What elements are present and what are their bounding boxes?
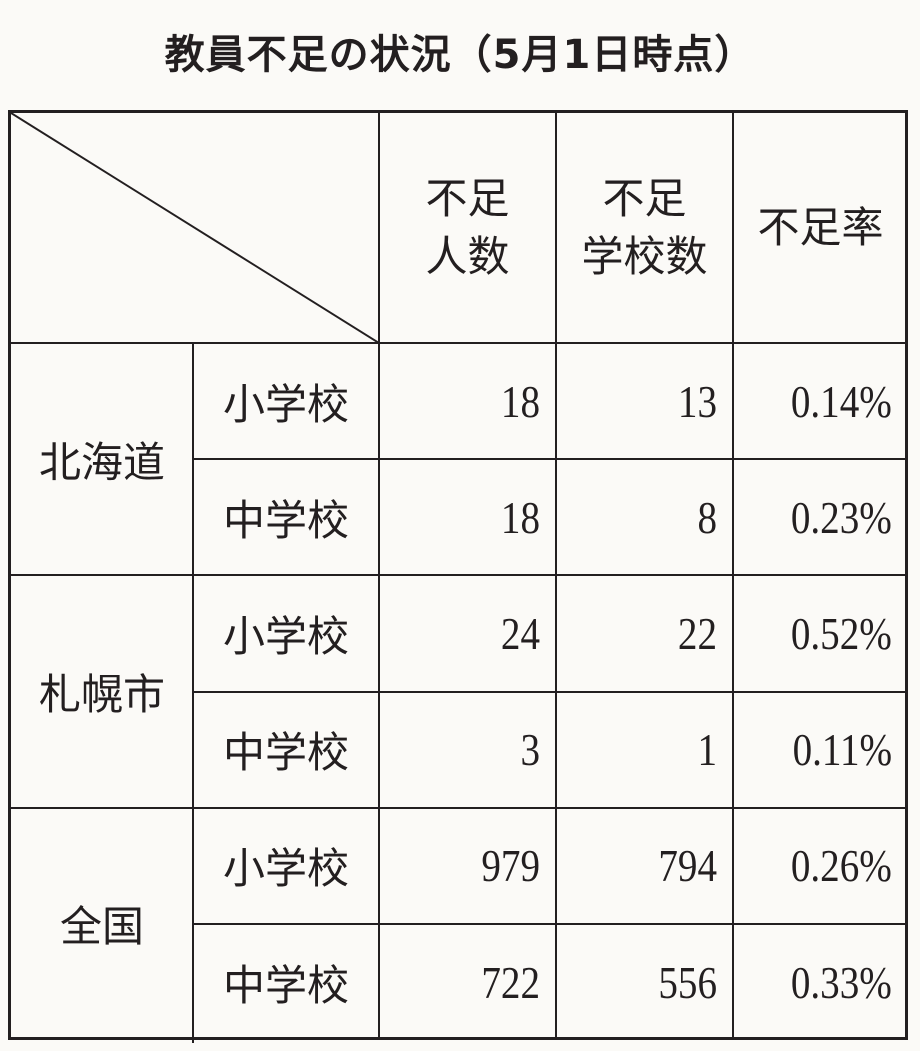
cell-value: 18	[500, 375, 540, 427]
shortage-people-cell: 3	[379, 692, 556, 808]
school-level: 中学校	[222, 960, 349, 1010]
shortage-rate-cell: 0.14%	[733, 343, 908, 459]
header-line: 人数	[425, 232, 510, 281]
shortage-schools-cell: 1	[556, 692, 733, 808]
cell-value: 0.14%	[790, 375, 892, 427]
shortage-rate-cell: 0.52%	[733, 575, 908, 691]
header-line: 不足	[602, 174, 687, 223]
cell-value: 3	[520, 724, 540, 776]
shortage-people-cell: 24	[379, 575, 556, 691]
region-label: 全国	[59, 902, 144, 952]
row-divider	[11, 574, 905, 577]
cell-value: 24	[500, 607, 540, 659]
school-level: 小学校	[222, 379, 349, 429]
shortage-schools-cell: 13	[556, 343, 733, 459]
school-level: 小学校	[222, 844, 349, 894]
shortage-people-cell: 979	[379, 808, 556, 924]
region-label: 札幌市	[38, 670, 165, 720]
cell-value: 0.33%	[790, 956, 892, 1008]
header-line: 学校数	[581, 232, 708, 281]
shortage-rate-cell: 0.11%	[733, 692, 908, 808]
row-divider	[193, 690, 908, 693]
cell-value: 0.11%	[792, 724, 892, 776]
column-divider	[192, 343, 194, 1043]
shortage-schools-cell: 556	[556, 924, 733, 1040]
shortage-schools-cell: 794	[556, 808, 733, 924]
table-title: 教員不足の状況（5月1日時点）	[164, 32, 756, 78]
cell-value: 0.23%	[790, 491, 892, 543]
header-shortage-people: 不足 人数	[379, 113, 556, 343]
diagonal-header-line	[11, 113, 379, 343]
shortage-rate-cell: 0.33%	[733, 924, 908, 1040]
row-divider	[11, 342, 905, 344]
shortage-people-cell: 722	[379, 924, 556, 1040]
header-shortage-schools: 不足 学校数	[556, 113, 733, 343]
teacher-shortage-table: 不足 人数 不足 学校数 不足率 北海道 小学校 18 13 0.14% 中学校 18 8 0.23…	[8, 110, 908, 1043]
cell-value: 1	[697, 724, 717, 776]
shortage-rate-cell: 0.23%	[733, 459, 908, 575]
cell-value: 22	[677, 607, 717, 659]
school-level: 小学校	[222, 611, 349, 661]
shortage-people-cell: 18	[379, 343, 556, 459]
row-divider	[11, 806, 905, 809]
cell-value: 556	[658, 956, 717, 1008]
cell-value: 979	[481, 840, 540, 892]
shortage-schools-cell: 8	[556, 459, 733, 575]
cell-value: 0.26%	[790, 840, 892, 892]
cell-value: 722	[481, 956, 540, 1008]
school-level: 中学校	[222, 728, 349, 778]
region-label: 北海道	[38, 437, 165, 487]
header-line: 不足	[425, 174, 510, 223]
cell-value: 8	[697, 491, 717, 543]
row-divider	[193, 923, 908, 925]
cell-value: 18	[500, 491, 540, 543]
cell-value: 13	[677, 375, 717, 427]
header-line: 不足率	[757, 203, 884, 252]
row-divider	[193, 458, 908, 461]
cell-value: 794	[658, 840, 717, 892]
header-shortage-rate: 不足率	[733, 113, 908, 343]
cell-value: 0.52%	[790, 607, 892, 659]
shortage-people-cell: 18	[379, 459, 556, 575]
shortage-schools-cell: 22	[556, 575, 733, 691]
school-level: 中学校	[222, 495, 349, 545]
shortage-rate-cell: 0.26%	[733, 808, 908, 924]
